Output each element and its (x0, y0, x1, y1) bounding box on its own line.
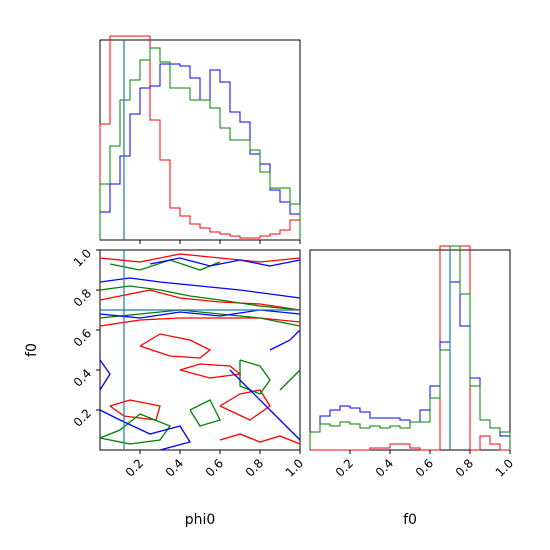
contour-blue-2 (99, 359, 111, 391)
phi0-tick-label-3: 0.8 (243, 456, 266, 479)
phi0-histogram (99, 35, 301, 240)
f0-left-tick-label-0: 0.2 (71, 406, 94, 429)
y-axis-label-f0: f0 (24, 343, 40, 357)
contour-red-1 (99, 317, 301, 327)
contour-blue-1 (99, 309, 301, 319)
contour-blue-5 (269, 329, 301, 351)
contour-green-6 (279, 369, 301, 391)
f0-left-tick-label-2: 0.6 (71, 326, 94, 349)
f0-left-tick-label-1: 0.4 (71, 366, 94, 389)
contour-green-3 (239, 359, 271, 395)
contour-red-6 (109, 399, 161, 421)
contour-red-0 (99, 289, 301, 311)
contour-green-0 (99, 285, 301, 311)
x-axis-label-phi0: phi0 (185, 512, 216, 528)
contour-blue-3 (99, 409, 192, 451)
f0-histogram (309, 245, 511, 451)
contour-green-1 (99, 309, 301, 327)
contour-blue-6 (149, 257, 301, 267)
phi0-hist-green-series (99, 47, 301, 240)
f0-tick-label-1: 0.4 (373, 456, 396, 479)
f0-tick-label-0: 0.2 (333, 456, 356, 479)
phi0-tick-label-0: 0.2 (123, 456, 146, 479)
phi0-tick-label-2: 0.6 (203, 456, 226, 479)
f0-tick-label-3: 0.8 (453, 456, 476, 479)
phi0-histogram-frame (99, 39, 301, 241)
phi0-tick-label-1: 0.4 (163, 456, 186, 479)
f0-left-tick-label-3: 0.8 (71, 286, 94, 309)
f0-hist-red-series (310, 245, 510, 451)
joint-contours (99, 250, 301, 451)
contour-blue-0 (99, 277, 301, 299)
f0-tick-label-2: 0.6 (413, 456, 436, 479)
f0-histogram-frame (309, 249, 511, 451)
contour-red-2 (139, 333, 212, 359)
contour-red-5 (99, 253, 301, 263)
contour-red-3 (179, 363, 242, 379)
f0-hist-green-series (309, 245, 511, 450)
contour-red-4 (219, 389, 271, 421)
contour-green-4 (99, 413, 172, 445)
contour-red-7 (219, 433, 301, 445)
phi0-tick-label-4: 1.0 (283, 456, 306, 479)
contour-green-5 (189, 399, 221, 427)
f0-left-tick-label-4: 1.0 (71, 246, 94, 269)
contour-blue-4 (229, 369, 301, 441)
x-axis-label-f0: f0 (403, 512, 417, 528)
f0-tick-label-4: 1.0 (493, 456, 516, 479)
phi0-hist-red-series (99, 35, 301, 240)
